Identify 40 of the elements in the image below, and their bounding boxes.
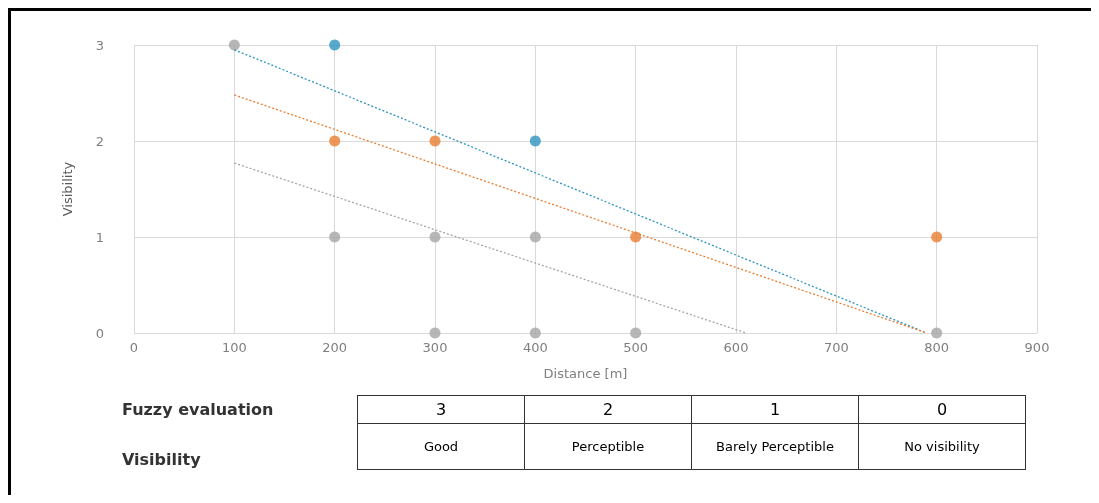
x-tick-label: 400	[522, 340, 548, 355]
x-tick-label: 200	[322, 340, 348, 355]
text: 0	[858, 395, 1026, 424]
text: Good	[357, 423, 525, 470]
x-tick-label: 800	[924, 340, 950, 355]
point	[429, 231, 441, 243]
y-tick-label: 1	[95, 229, 104, 245]
text: 1	[691, 395, 859, 424]
point	[429, 135, 441, 147]
text: Visibility	[121, 448, 202, 470]
y-tick-label: 2	[95, 133, 104, 149]
y-tick-label: 0	[95, 325, 104, 341]
x-tick-label: 700	[823, 340, 849, 355]
point	[529, 135, 541, 147]
point	[329, 231, 341, 243]
point	[931, 231, 943, 243]
text: Perceptible	[524, 423, 692, 470]
x-tick-label: 0	[129, 340, 139, 355]
y-axis-title: Visibility	[60, 161, 75, 217]
y-tick-label: 3	[95, 37, 104, 53]
text: Fuzzy evaluation	[121, 399, 275, 421]
point	[429, 327, 441, 339]
text: 2	[524, 395, 692, 424]
x-axis-title: Distance [m]	[543, 366, 628, 381]
point	[329, 135, 341, 147]
text: 3	[357, 395, 525, 424]
x-tick-label: 600	[723, 340, 749, 355]
x-tick-label: 900	[1024, 340, 1050, 355]
x-tick-label: 500	[623, 340, 649, 355]
x-tick-label: 100	[221, 340, 247, 355]
text: Barely Perceptible	[691, 423, 859, 470]
x-tick-label: 300	[422, 340, 448, 355]
point	[630, 231, 642, 243]
point	[529, 327, 541, 339]
point	[931, 327, 943, 339]
point	[529, 231, 541, 243]
text: No visibility	[858, 423, 1026, 470]
point	[228, 39, 240, 51]
point	[329, 39, 341, 51]
point	[630, 327, 642, 339]
